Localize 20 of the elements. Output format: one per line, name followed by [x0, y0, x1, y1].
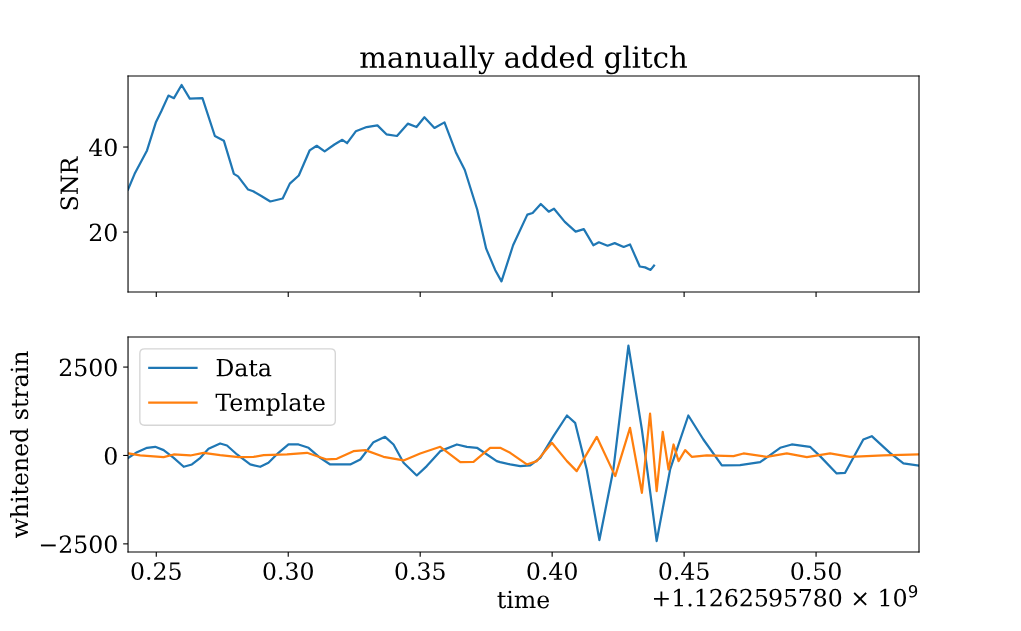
y-tick-label: 0 [104, 446, 117, 465]
y-tick-label: 40 [88, 138, 117, 157]
x-tick-label: 0.25 [131, 562, 181, 580]
y-tick-label: 2500 [59, 358, 117, 377]
y-tick-label: −2500 [40, 535, 117, 554]
x-axis-title: time [497, 590, 550, 609]
x-tick-label: 0.50 [791, 562, 841, 580]
line-series [128, 344, 919, 543]
x-tick-label: 0.45 [659, 562, 709, 580]
text: +1.1262595780 × 10$^{9}$ [653, 585, 918, 607]
legend-label: Template [215, 392, 325, 416]
line-series [128, 83, 656, 283]
x-tick-label: 0.40 [527, 562, 577, 580]
legend-label: Data [216, 358, 272, 377]
x-tick-label: 0.30 [263, 562, 313, 580]
y-tick-label: 20 [89, 223, 117, 242]
chart-title: manually added glitch [360, 45, 687, 75]
x-tick-label: 0.35 [395, 562, 445, 580]
y-axis-title: SNR [60, 156, 79, 210]
y-axis-title: whitened strain [10, 351, 29, 539]
